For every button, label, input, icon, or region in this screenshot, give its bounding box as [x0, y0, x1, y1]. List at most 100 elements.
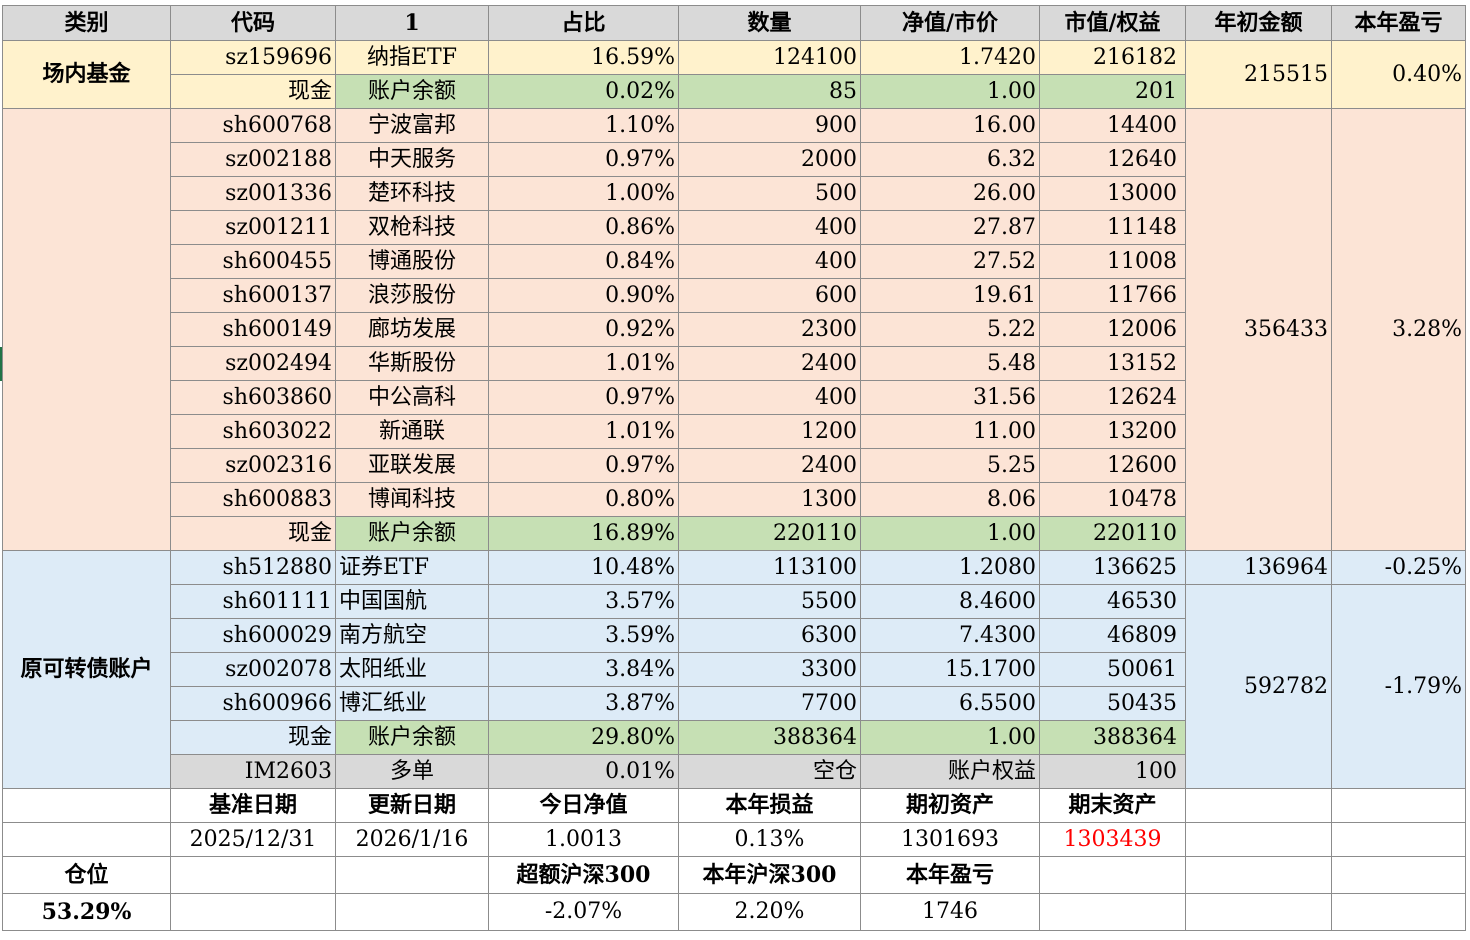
cell-code[interactable]: IM2603	[170, 754, 336, 789]
cell-code[interactable]: sz001211	[170, 210, 336, 245]
cell-qty[interactable]: 388364	[678, 720, 861, 755]
cell-qty[interactable]: 500	[678, 176, 861, 211]
pnl-etf[interactable]: -0.25%	[1331, 550, 1466, 585]
header-price[interactable]: 净值/市价	[860, 5, 1040, 41]
cell-value[interactable]: 11148	[1039, 210, 1186, 245]
pnl-stocks[interactable]: 3.28%	[1331, 108, 1466, 551]
cell-qty[interactable]: 1300	[678, 482, 861, 517]
cell-ratio[interactable]: 0.97%	[488, 142, 679, 177]
summary-blank[interactable]	[335, 893, 489, 931]
category-convertible-account[interactable]: 原可转债账户	[2, 550, 171, 789]
cell-ratio[interactable]: 1.10%	[488, 108, 679, 143]
summary-blank[interactable]	[1185, 856, 1332, 894]
cell-code[interactable]: sh600029	[170, 618, 336, 653]
value-pnl-year[interactable]: 1746	[860, 893, 1040, 931]
cell-price[interactable]: 31.56	[860, 380, 1040, 415]
cell-value[interactable]: 46530	[1039, 584, 1186, 619]
cell-qty[interactable]: 220110	[678, 516, 861, 551]
cell-ratio[interactable]: 10.48%	[488, 550, 679, 585]
cell-code[interactable]: 现金	[170, 74, 336, 109]
cell-code[interactable]: sh512880	[170, 550, 336, 585]
cell-value[interactable]: 11766	[1039, 278, 1186, 313]
cell-code[interactable]: sz001336	[170, 176, 336, 211]
cell-qty[interactable]: 2000	[678, 142, 861, 177]
summary-blank[interactable]	[1331, 822, 1466, 857]
value-update-date[interactable]: 2026/1/16	[335, 822, 489, 857]
summary-blank[interactable]	[2, 822, 171, 857]
cell-value[interactable]: 388364	[1039, 720, 1186, 755]
cell-name[interactable]: 博闻科技	[335, 482, 489, 517]
cell-price[interactable]: 7.4300	[860, 618, 1040, 653]
label-start-assets[interactable]: 期初资产	[860, 788, 1040, 823]
cell-value[interactable]: 100	[1039, 754, 1186, 789]
cell-price[interactable]: 5.22	[860, 312, 1040, 347]
cell-ratio[interactable]: 0.97%	[488, 448, 679, 483]
cell-price[interactable]: 1.2080	[860, 550, 1040, 585]
value-position[interactable]: 53.29%	[2, 893, 171, 931]
cell-name[interactable]: 太阳纸业	[335, 652, 489, 687]
cell-ratio[interactable]: 29.80%	[488, 720, 679, 755]
value-excess-hs300[interactable]: -2.07%	[488, 893, 679, 931]
cell-ratio[interactable]: 0.80%	[488, 482, 679, 517]
label-base-date[interactable]: 基准日期	[170, 788, 336, 823]
summary-blank[interactable]	[1039, 856, 1186, 894]
cell-name[interactable]: 南方航空	[335, 618, 489, 653]
cell-ratio[interactable]: 0.97%	[488, 380, 679, 415]
header-pnl[interactable]: 本年盈亏	[1331, 5, 1466, 41]
cell-name[interactable]: 新通联	[335, 414, 489, 449]
cell-qty[interactable]: 85	[678, 74, 861, 109]
cell-name[interactable]: 中国国航	[335, 584, 489, 619]
value-nav[interactable]: 1.0013	[488, 822, 679, 857]
cell-name[interactable]: 账户余额	[335, 516, 489, 551]
label-hs300-ytd[interactable]: 本年沪深300	[678, 856, 861, 894]
cell-name[interactable]: 博通股份	[335, 244, 489, 279]
cell-qty[interactable]: 2400	[678, 346, 861, 381]
start-amount-stocks[interactable]: 356433	[1185, 108, 1332, 551]
summary-blank[interactable]	[1331, 856, 1466, 894]
cell-name[interactable]: 博汇纸业	[335, 686, 489, 721]
value-end-assets[interactable]: 1303439	[1039, 822, 1186, 857]
cell-qty[interactable]: 3300	[678, 652, 861, 687]
start-amount-etf[interactable]: 136964	[1185, 550, 1332, 585]
cell-ratio[interactable]: 1.01%	[488, 346, 679, 381]
cell-qty[interactable]: 124100	[678, 40, 861, 75]
label-ytd[interactable]: 本年损益	[678, 788, 861, 823]
cell-ratio[interactable]: 0.01%	[488, 754, 679, 789]
cell-code[interactable]: sh603022	[170, 414, 336, 449]
cell-code[interactable]: sh600768	[170, 108, 336, 143]
cell-ratio[interactable]: 16.89%	[488, 516, 679, 551]
cell-value[interactable]: 13000	[1039, 176, 1186, 211]
header-value[interactable]: 市值/权益	[1039, 5, 1186, 41]
cell-value[interactable]: 13152	[1039, 346, 1186, 381]
cell-ratio[interactable]: 1.01%	[488, 414, 679, 449]
cell-qty[interactable]: 7700	[678, 686, 861, 721]
cell-ratio[interactable]: 3.57%	[488, 584, 679, 619]
cell-code[interactable]: sh600455	[170, 244, 336, 279]
cell-name[interactable]: 浪莎股份	[335, 278, 489, 313]
header-code[interactable]: 代码	[170, 5, 336, 41]
cell-ratio[interactable]: 3.84%	[488, 652, 679, 687]
cell-name[interactable]: 楚环科技	[335, 176, 489, 211]
cell-code[interactable]: 现金	[170, 720, 336, 755]
cell-name[interactable]: 中天服务	[335, 142, 489, 177]
cell-price[interactable]: 16.00	[860, 108, 1040, 143]
pnl-account[interactable]: -1.79%	[1331, 584, 1466, 789]
cell-value[interactable]: 10478	[1039, 482, 1186, 517]
label-end-assets[interactable]: 期末资产	[1039, 788, 1186, 823]
cell-value[interactable]: 136625	[1039, 550, 1186, 585]
cell-value[interactable]: 220110	[1039, 516, 1186, 551]
cell-value[interactable]: 13200	[1039, 414, 1186, 449]
header-name[interactable]: 1	[335, 5, 489, 41]
cell-value[interactable]: 50061	[1039, 652, 1186, 687]
cell-code[interactable]: sz159696	[170, 40, 336, 75]
cell-qty[interactable]: 空仓	[678, 754, 861, 789]
cell-price[interactable]: 1.00	[860, 720, 1040, 755]
cell-code[interactable]: sh600149	[170, 312, 336, 347]
cell-ratio[interactable]: 1.00%	[488, 176, 679, 211]
summary-blank[interactable]	[1185, 822, 1332, 857]
cell-qty[interactable]: 113100	[678, 550, 861, 585]
cell-value[interactable]: 11008	[1039, 244, 1186, 279]
cell-qty[interactable]: 6300	[678, 618, 861, 653]
summary-blank[interactable]	[170, 893, 336, 931]
cell-qty[interactable]: 1200	[678, 414, 861, 449]
